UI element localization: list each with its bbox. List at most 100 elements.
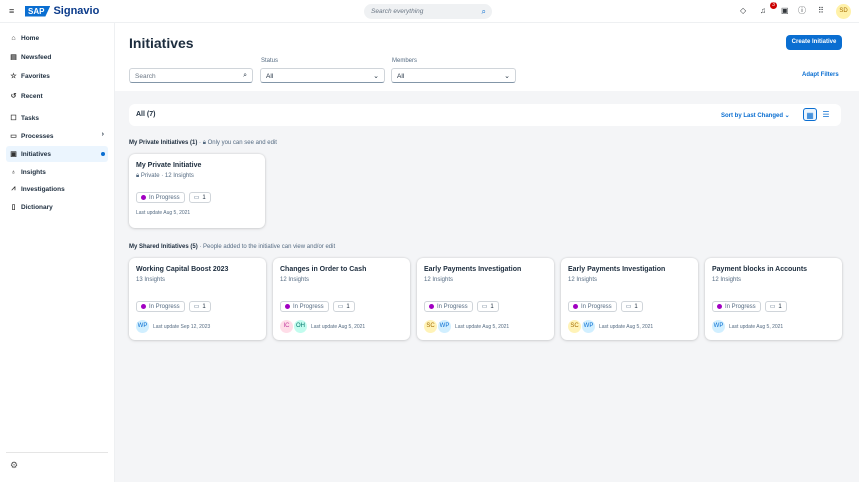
divider <box>6 452 108 453</box>
apps-grid-icon[interactable]: ⠿ <box>818 6 824 15</box>
results-toolbar: All (7) Sort by Last Changed ⌄ ▦ ☰ <box>129 104 841 126</box>
status-label: Status <box>261 58 279 64</box>
initiative-card[interactable]: Early Payments Investigation 12 Insights… <box>561 258 698 340</box>
newsfeed-icon: ▤ <box>10 54 17 61</box>
menu-icon[interactable]: ≡ <box>9 6 15 16</box>
grid-view-icon[interactable]: ▦ <box>803 108 817 121</box>
search-icon: ⌕ <box>243 72 247 79</box>
status-dot <box>141 304 146 309</box>
comments-badge: ▭ 1 <box>764 301 787 312</box>
status-badge: In Progress <box>424 301 473 312</box>
sidebar-item-label: Processes <box>21 132 54 140</box>
sidebar: ⌂ Home ▤ Newsfeed ☆ Favorites ↺ Recent ☐ Tasks ▭ Pr… <box>0 23 115 482</box>
sidebar-item-tasks[interactable]: ☐ Tasks <box>6 110 108 126</box>
member-avatar[interactable]: WP <box>712 320 725 333</box>
shared-section-header: My Shared Initiatives (5) · People added… <box>129 244 336 250</box>
status-dot <box>285 304 290 309</box>
chevron-right-icon[interactable]: › <box>101 131 104 138</box>
comments-badge: ▭ 1 <box>332 301 355 312</box>
sidebar-item-processes[interactable]: ▭ Processes › <box>6 128 108 144</box>
sidebar-item-recent[interactable]: ↺ Recent <box>6 88 108 104</box>
status-dot <box>141 195 146 200</box>
adapt-filters-link[interactable]: Adapt Filters <box>802 72 839 78</box>
list-view-icon[interactable]: ☰ <box>822 110 830 119</box>
status-badge: In Progress <box>136 301 185 312</box>
status-badge: In Progress <box>712 301 761 312</box>
sidebar-item-initiatives[interactable]: ▣ Initiatives <box>6 146 108 162</box>
page-title: Initiatives <box>129 35 194 51</box>
sidebar-item-label: Dictionary <box>21 203 53 211</box>
member-avatar[interactable]: SC <box>424 320 437 333</box>
member-avatar[interactable]: IC <box>280 320 293 333</box>
comment-icon: ▭ <box>193 195 200 201</box>
member-avatar[interactable]: WP <box>136 320 149 333</box>
chart-icon: ⩘ <box>11 185 16 192</box>
global-search-input[interactable]: Search everything ⌕ <box>364 4 492 19</box>
sort-dropdown[interactable]: Sort by Last Changed ⌄ <box>721 113 790 119</box>
comment-icon: ▭ <box>337 304 344 310</box>
user-avatar[interactable]: SD <box>836 4 851 19</box>
comments-badge: ▭ 1 <box>188 192 211 203</box>
sidebar-item-label: Favorites <box>21 72 50 80</box>
comment-icon: ▭ <box>625 304 632 310</box>
sidebar-item-newsfeed[interactable]: ▤ Newsfeed <box>6 49 108 65</box>
comments-badge: ▭ 1 <box>476 301 499 312</box>
status-dot <box>573 304 578 309</box>
status-dot <box>429 304 434 309</box>
create-initiative-button[interactable]: Create Initiative <box>786 35 842 50</box>
sidebar-item-label: Home <box>21 34 40 42</box>
comment-icon: ▭ <box>481 304 488 310</box>
sidebar-item-label: Recent <box>21 92 43 100</box>
bell-icon[interactable]: ♫ <box>760 6 766 15</box>
status-badge: In Progress <box>136 192 185 203</box>
initiative-card[interactable]: Early Payments Investigation 12 Insights… <box>417 258 554 340</box>
member-avatar[interactable]: WP <box>582 320 595 333</box>
initiative-card[interactable]: Payment blocks in Accounts 12 Insights I… <box>705 258 842 340</box>
sidebar-item-label: Newsfeed <box>21 53 52 61</box>
search-input[interactable]: Search ⌕ <box>129 68 253 83</box>
lock-icon: 🔒︎ <box>202 140 206 146</box>
comments-badge: ▭ 1 <box>188 301 211 312</box>
initiative-card[interactable]: Working Capital Boost 2023 13 Insights I… <box>129 258 266 340</box>
member-avatar[interactable]: WP <box>438 320 451 333</box>
sidebar-item-insights[interactable]: ♁ Insights <box>6 164 108 180</box>
logo[interactable]: SAP Signavio <box>25 5 99 17</box>
sidebar-item-investigations[interactable]: ⩘ Investigations <box>6 181 108 197</box>
top-bar: ≡ SAP Signavio Search everything ⌕ ◇ ♫ 3 ▣… <box>0 0 859 23</box>
book-icon: ▯ <box>11 204 16 211</box>
comment-icon: ▭ <box>769 304 776 310</box>
status-badge: In Progress <box>280 301 329 312</box>
diamond-icon[interactable]: ◇ <box>740 6 747 15</box>
initiative-card[interactable]: Changes in Order to Cash 12 Insights In … <box>273 258 410 340</box>
sidebar-item-label: Insights <box>21 168 46 176</box>
comment-icon: ▭ <box>193 304 200 310</box>
sidebar-item-dictionary[interactable]: ▯ Dictionary <box>6 199 108 215</box>
results-count: All (7) <box>136 111 156 118</box>
member-avatar[interactable]: OH <box>294 320 307 333</box>
lightbulb-icon: ♁ <box>10 168 17 176</box>
status-badge: In Progress <box>568 301 617 312</box>
sidebar-item-label: Initiatives <box>21 150 51 158</box>
notification-badge: 3 <box>770 2 777 9</box>
status-dot <box>717 304 722 309</box>
history-icon: ↺ <box>10 93 17 100</box>
chevron-down-icon: ⌄ <box>504 73 510 80</box>
star-icon: ☆ <box>10 73 17 80</box>
sidebar-item-label: Investigations <box>21 185 65 193</box>
members-select[interactable]: All ⌄ <box>391 68 516 83</box>
chevron-down-icon: ⌄ <box>373 73 379 80</box>
gear-icon[interactable]: ⚙ <box>10 460 19 470</box>
help-icon[interactable]: ⓘ <box>798 6 806 15</box>
home-icon: ⌂ <box>11 34 16 42</box>
feedback-icon[interactable]: ▣ <box>781 6 789 15</box>
member-avatar[interactable]: SC <box>568 320 581 333</box>
initiative-card[interactable]: My Private Initiative 🔒︎ Private · 12 In… <box>129 154 265 228</box>
comments-badge: ▭ 1 <box>620 301 643 312</box>
search-icon[interactable]: ⌕ <box>481 7 486 16</box>
members-label: Members <box>392 58 418 64</box>
sidebar-item-favorites[interactable]: ☆ Favorites <box>6 68 108 84</box>
status-select[interactable]: All ⌄ <box>260 68 385 83</box>
sidebar-item-label: Tasks <box>21 114 39 122</box>
sidebar-item-home[interactable]: ⌂ Home <box>6 30 108 46</box>
initiatives-icon: ▣ <box>10 151 17 158</box>
